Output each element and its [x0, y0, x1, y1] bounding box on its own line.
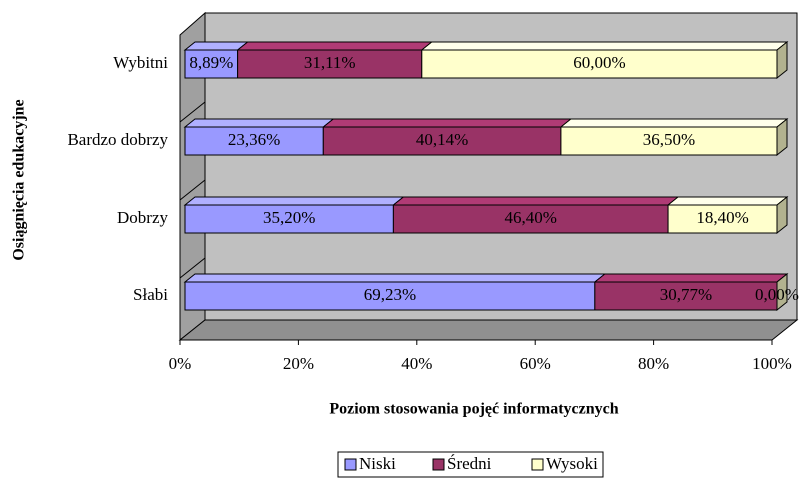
bar: [184, 281, 596, 311]
data-label: 31,11%: [304, 53, 356, 72]
x-tick-label: 80%: [638, 354, 669, 373]
data-label: 23,36%: [228, 130, 280, 149]
data-label: 46,40%: [505, 208, 557, 227]
bar: [184, 204, 394, 234]
y-tick-label: Słabi: [133, 285, 168, 304]
y-axis-title: Osiągnięcia edukacyjne: [11, 99, 28, 260]
bar-top: [183, 41, 250, 51]
bar-top: [593, 273, 789, 283]
data-label: 35,20%: [263, 208, 315, 227]
legend: [337, 451, 604, 478]
bar: [667, 204, 778, 234]
category-divider: [179, 179, 206, 201]
bar-top: [666, 196, 789, 206]
bar-top: [321, 118, 573, 128]
bar: [322, 126, 562, 156]
legend-label: Niski: [359, 454, 396, 473]
category-divider: [179, 257, 206, 279]
x-tick-label: 100%: [752, 354, 792, 373]
legend-label: Średni: [447, 454, 492, 473]
bar-top: [236, 41, 434, 51]
bar-top: [183, 196, 405, 206]
data-label: 0,00%: [755, 285, 799, 304]
bar-top: [559, 118, 789, 128]
bar-top: [391, 196, 680, 206]
bar: [184, 126, 324, 156]
x-tick-label: 0%: [169, 354, 192, 373]
bar-end: [776, 272, 788, 312]
data-label: 40,14%: [416, 130, 468, 149]
x-axis-title: Poziom stosowania pojęć informatycznych: [329, 401, 618, 418]
bar-end: [776, 117, 788, 157]
data-label: 30,77%: [660, 285, 712, 304]
bar-end: [776, 40, 788, 80]
data-label: 18,40%: [696, 208, 748, 227]
bar-end: [776, 195, 788, 235]
legend-swatch: [344, 458, 357, 471]
legend-swatch: [432, 458, 445, 471]
data-label: 36,50%: [643, 130, 695, 149]
x-tick-label: 20%: [283, 354, 314, 373]
y-tick-label: Wybitni: [113, 53, 168, 72]
bar: [560, 126, 778, 156]
legend-swatch: [531, 458, 544, 471]
bar-top: [420, 41, 789, 51]
x-tick-label: 60%: [520, 354, 551, 373]
y-tick-label: Dobrzy: [117, 208, 168, 227]
category-divider: [179, 101, 206, 123]
x-tick-label: 40%: [401, 354, 432, 373]
bar-top: [183, 118, 335, 128]
bar: [184, 49, 239, 79]
bar: [594, 281, 778, 311]
data-label: 60,00%: [573, 53, 625, 72]
legend-label: Wysoki: [546, 454, 598, 473]
data-label: 69,23%: [364, 285, 416, 304]
bar-top: [183, 273, 607, 283]
data-label: 8,89%: [189, 53, 233, 72]
y-tick-label: Bardzo dobrzy: [67, 130, 168, 149]
floor: [178, 319, 799, 341]
